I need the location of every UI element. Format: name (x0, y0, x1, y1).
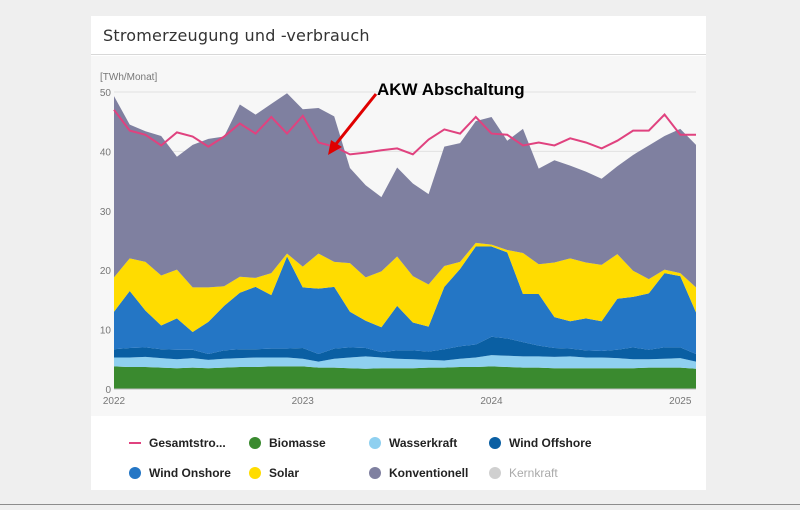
area-konventionell (114, 93, 696, 288)
legend-swatch (249, 437, 261, 449)
legend-label: Gesamtstro... (149, 436, 226, 450)
legend-label: Wind Onshore (149, 466, 231, 480)
legend-swatch (129, 442, 141, 444)
legend-item-kernkraft[interactable]: Kernkraft (489, 464, 558, 482)
y-tick-label: 10 (100, 326, 112, 337)
chart-title: Stromerzeugung und -verbrauch (103, 26, 370, 45)
area-biomasse (114, 366, 696, 389)
legend-swatch (489, 437, 501, 449)
x-tick-label: 2024 (480, 396, 503, 407)
area-wind-offshore (114, 336, 696, 362)
area-solar (114, 242, 696, 332)
legend-swatch (129, 467, 141, 479)
stacked-area-chart: 0 10 20 30 40 50 [TWh/Monat] 2022 2023 2024 2025 (100, 72, 696, 407)
annotation-label: AKW Abschaltung (377, 80, 525, 99)
legend-label: Wasserkraft (389, 436, 458, 450)
legend-item-gesamtstro[interactable]: Gesamtstro... (129, 434, 226, 452)
area-wasserkraft (114, 355, 696, 369)
legend-label: Kernkraft (509, 466, 558, 480)
legend-item-solar[interactable]: Solar (249, 464, 299, 482)
chart-legend: Gesamtstro... Biomasse Wasserkraft Wind Off… (91, 426, 706, 490)
x-tick-label: 2025 (669, 396, 692, 407)
legend-item-wasserkraft[interactable]: Wasserkraft (369, 434, 457, 452)
legend-item-wind-offshore[interactable]: Wind Offshore (489, 434, 592, 452)
y-tick-label: 50 (100, 88, 112, 99)
legend-swatch (249, 467, 261, 479)
y-tick-label: 0 (105, 385, 111, 396)
legend-label: Wind Offshore (509, 436, 592, 450)
legend-swatch (489, 467, 501, 479)
x-tick-label: 2023 (292, 396, 315, 407)
legend-item-konventionell[interactable]: Konventionell (369, 464, 468, 482)
y-tick-label: 30 (100, 207, 112, 218)
legend-label: Solar (269, 466, 300, 480)
card-header: Stromerzeugung und -verbrauch (91, 16, 706, 55)
page-divider (0, 504, 800, 505)
area-wind-onshore (114, 246, 696, 354)
legend-item-biomasse[interactable]: Biomasse (249, 434, 326, 452)
legend-swatch (369, 467, 381, 479)
y-axis-label: [TWh/Monat] (100, 72, 157, 83)
x-tick-label: 2022 (103, 396, 126, 407)
chart-plot-area: 0 10 20 30 40 50 [TWh/Monat] 2022 2023 2024 2025 (91, 56, 706, 416)
y-tick-label: 20 (100, 266, 112, 277)
legend-swatch (369, 437, 381, 449)
chart-card: Stromerzeugung und -verbrauch 0 10 20 30 40 5… (91, 16, 706, 490)
legend-item-wind-onshore[interactable]: Wind Onshore (129, 464, 231, 482)
legend-label: Konventionell (389, 466, 469, 480)
y-tick-label: 40 (100, 147, 112, 158)
line-gesamtstromverbrauch (113, 109, 696, 156)
legend-label: Biomasse (269, 436, 326, 450)
